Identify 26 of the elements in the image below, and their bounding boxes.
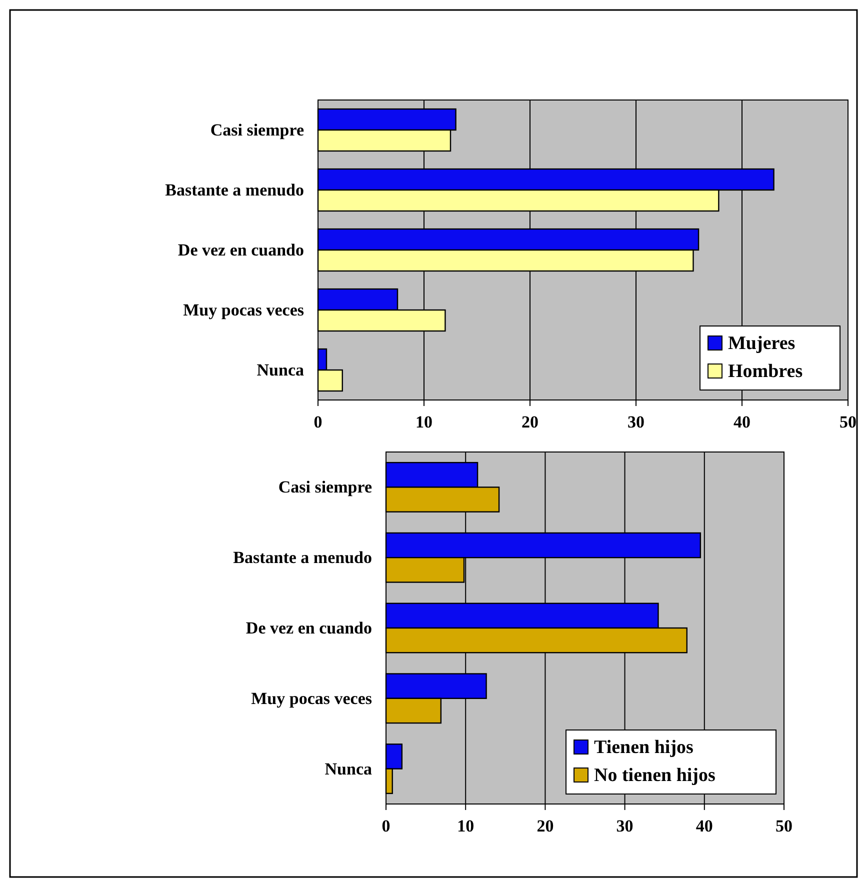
y-tick-label: De vez en cuando xyxy=(246,618,372,638)
x-tick-label: 10 xyxy=(457,816,474,836)
x-tick-label: 0 xyxy=(382,816,390,836)
x-tick-label: 20 xyxy=(536,816,554,836)
legend-label: Tienen hijos xyxy=(594,737,694,758)
y-tick-label: Bastante a menudo xyxy=(233,548,372,568)
x-tick-label: 10 xyxy=(416,412,432,432)
legend-label: No tienen hijos xyxy=(594,765,716,786)
y-tick-label: Muy pocas veces xyxy=(251,688,372,708)
y-tick-label: Nunca xyxy=(256,360,304,380)
x-tick-label: 20 xyxy=(522,412,538,432)
y-tick-label: Nunca xyxy=(324,759,372,778)
y-tick-label: Muy pocas veces xyxy=(183,300,304,320)
legend-label: Mujeres xyxy=(728,333,796,354)
y-tick-label: Casi siempre xyxy=(210,120,304,140)
x-tick-label: 50 xyxy=(776,816,792,836)
x-tick-label: 30 xyxy=(616,816,634,836)
x-tick-label: 30 xyxy=(628,412,644,432)
y-tick-label: Casi siempre xyxy=(278,478,372,497)
x-tick-label: 50 xyxy=(840,412,856,432)
y-tick-label: De vez en cuando xyxy=(178,240,304,260)
legend-label: Hombres xyxy=(728,361,803,382)
x-tick-label: 0 xyxy=(314,412,322,432)
x-tick-label: 40 xyxy=(734,412,750,432)
y-tick-label: Bastante a menudo xyxy=(165,180,304,200)
x-tick-label: 40 xyxy=(696,816,713,836)
